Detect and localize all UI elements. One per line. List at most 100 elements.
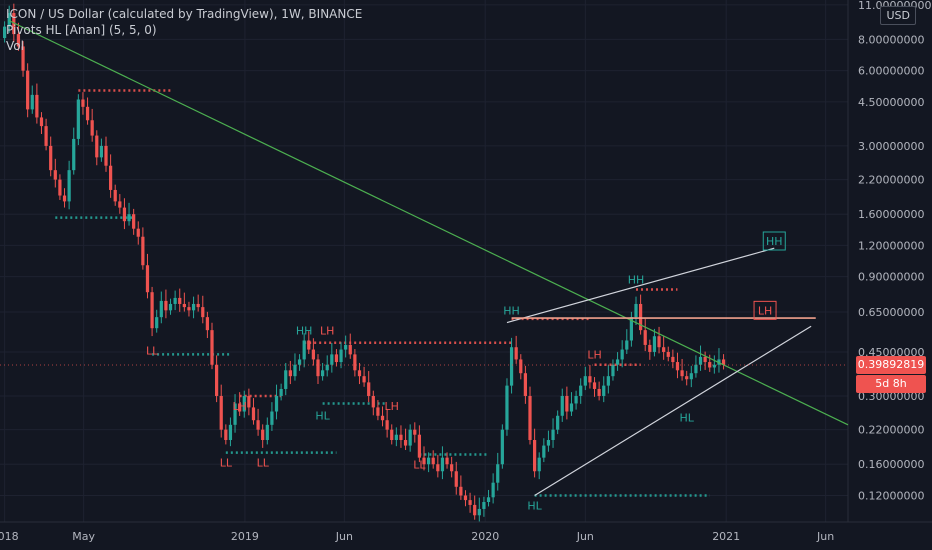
candle-body [367,382,371,396]
candle-body [666,351,670,357]
candle-body [104,145,108,166]
candle-body [390,429,394,441]
candle-body [542,445,546,458]
pivot-label: LH [320,325,334,338]
y-tick-label: 4.50000000 [858,96,924,109]
candle-body [532,440,537,472]
candle-body [53,170,57,180]
candle-body [85,106,90,121]
candle-body [311,349,316,360]
candle-body [694,364,698,374]
candle-body [325,364,329,371]
candle-body [551,429,555,441]
trendline-wedge-upper [506,247,775,324]
candle-body [546,440,551,446]
candle-body [615,359,620,365]
symbol-title: ICON / US Dollar (calculated by TradingV… [6,7,363,21]
candle-body [39,117,44,127]
candle-body [643,330,647,345]
candle-body [454,471,458,487]
candle-body [519,359,523,374]
candle-body [629,317,634,341]
x-tick-label: Jun [335,530,353,543]
candle-body [422,457,426,465]
candle-body [491,482,495,498]
candle-body [159,300,163,318]
candle-body [118,201,122,208]
candle-body [122,207,127,222]
candle-body [371,395,375,408]
last-price-tag: 0.39892819 [856,356,926,374]
candle-body [320,370,325,377]
candle-body [712,364,716,368]
candle-body [233,403,237,425]
candle-body [597,388,601,396]
candle-body [62,195,67,202]
candle-body [620,349,624,360]
candle-body [191,303,196,311]
candle-body [403,440,408,446]
candle-body [72,138,76,171]
currency-button[interactable]: USD [880,6,916,25]
candle-body [228,424,233,441]
candle-body [721,359,726,366]
candle-body [528,395,532,441]
candle-body [611,364,615,377]
bar-countdown-tag: 5d 8h [856,375,926,393]
annotation-label: LH [758,304,772,317]
candle-body [238,403,242,412]
candle-body [459,486,463,496]
candle-body [560,395,564,416]
y-tick-label: 6.00000000 [858,65,924,78]
candle-body [132,214,136,229]
candle-body [293,364,297,377]
candle-body [417,434,422,458]
candle-body [44,126,48,146]
candle-body [445,457,449,465]
pivot-label: HL [679,411,694,424]
candle-body [261,429,265,441]
pivot-label: LH [232,400,246,413]
y-tick-label: 0.22000000 [858,424,924,437]
candle-body [431,457,435,465]
candle-body [67,170,71,202]
candle-body [251,407,256,421]
candle-body [297,359,302,365]
candle-body [625,340,629,350]
candle-body [30,94,34,110]
candle-body [634,303,638,318]
candle-body [150,292,154,329]
candle-body [606,376,610,386]
annotation-box [762,231,786,251]
candle-body [579,385,583,396]
candle-body [90,120,94,136]
chart-legend: ICON / US Dollar (calculated by TradingV… [6,6,362,54]
candle-body [279,388,283,396]
candle-body [399,434,403,441]
pivot-label: HL [315,409,330,422]
x-tick-label: 2021 [712,530,740,543]
candle-body [339,349,343,363]
candle-body [652,336,657,352]
candle-body [108,165,113,190]
candle-body [173,297,177,304]
candle-body [473,504,477,516]
candle-body [99,145,104,158]
candle-body [588,376,592,383]
x-tick-label: Jun [576,530,594,543]
candle-body [671,356,675,363]
volume-label: Vol [6,39,24,53]
annotation-box [753,300,777,320]
candle-body [565,395,569,412]
candle-body [81,99,85,107]
candle-body [353,354,357,371]
candle-body [127,214,131,222]
candle-body [496,464,500,483]
candle-body [675,362,680,371]
pivot-label: LL [413,459,426,472]
candle-body [49,145,53,171]
candle-body [196,303,200,308]
candle-body [145,265,150,293]
candle-body [182,303,186,308]
